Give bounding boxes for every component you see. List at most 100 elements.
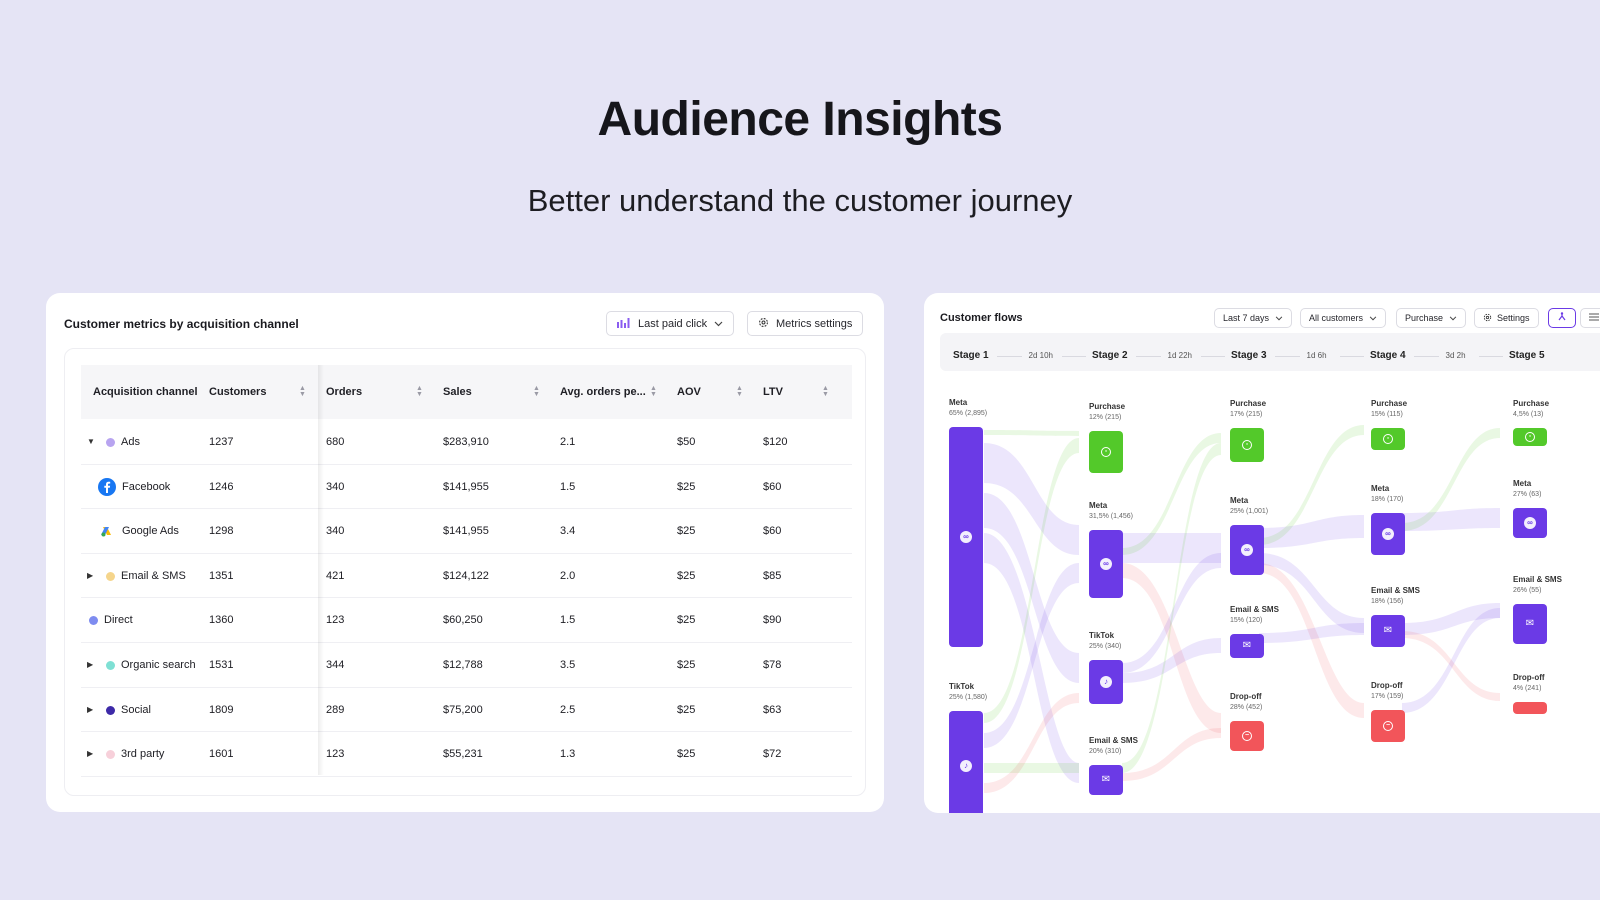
- table-row[interactable]: ▶ Organic search 1531 344 $12,788 3.5 $25 $78: [81, 643, 852, 688]
- metrics-settings-button[interactable]: Metrics settings: [747, 311, 864, 336]
- tiktok-icon: ♪: [960, 760, 972, 772]
- list-icon: [1589, 312, 1599, 324]
- flow-node-label: Meta: [1089, 501, 1108, 510]
- sort-icon[interactable]: ▲ ▼: [736, 385, 743, 398]
- column-header-aov[interactable]: AOV: [677, 386, 701, 398]
- shopping-bag-icon: ▫: [1101, 447, 1111, 457]
- table-row[interactable]: Google Ads 1298 340 $141,955 3.4 $25 $60: [81, 509, 852, 554]
- table-row[interactable]: ▼ Ads 1237 680 $283,910 2.1 $50 $120: [81, 420, 852, 465]
- chevron-down-icon: [1275, 313, 1283, 323]
- bar-chart-icon: [617, 317, 631, 331]
- sales-cell: $141,955: [443, 525, 489, 538]
- flow-node-share: 15% (120): [1230, 617, 1263, 624]
- flow-node-label: Drop-off: [1230, 692, 1262, 701]
- customer-metrics-card: Customer metrics by acquisition channel …: [46, 293, 884, 812]
- channel-name: 3rd party: [121, 748, 165, 761]
- flow-node-s4-dropoff[interactable]: −: [1371, 710, 1405, 742]
- channel-color-dot: [89, 616, 98, 626]
- flow-node-s1-meta[interactable]: ∞: [949, 427, 983, 647]
- stage-time-gap: 1d 6h: [1306, 351, 1327, 360]
- flow-node-s1-tiktok[interactable]: ♪: [949, 711, 983, 813]
- date-range-dropdown[interactable]: Last 7 days: [1214, 308, 1293, 328]
- flow-node-s2-purchase[interactable]: ▫: [1089, 431, 1123, 473]
- orders-cell: 421: [326, 569, 345, 582]
- table-row[interactable]: Facebook 1246 340 $141,955 1.5 $25 $60: [81, 465, 852, 510]
- google-ads-icon: [98, 522, 116, 540]
- caret-right-icon[interactable]: ▶: [87, 749, 94, 759]
- flow-node-share: 27% (63): [1513, 491, 1542, 498]
- flow-view-toggle[interactable]: [1548, 308, 1576, 328]
- caret-right-icon[interactable]: ▶: [87, 660, 94, 669]
- sales-cell: $55,231: [443, 748, 483, 761]
- table-row[interactable]: ▶ Social 1809 289 $75,200 2.5 $25 $63: [81, 688, 852, 733]
- flow-node-s5-dropoff[interactable]: [1513, 702, 1547, 714]
- flow-node-label: Email & SMS: [1089, 736, 1138, 745]
- flow-node-label: Meta: [1230, 496, 1249, 505]
- sticky-column-shadow: [318, 365, 324, 775]
- audience-dropdown[interactable]: All customers: [1300, 308, 1387, 328]
- column-header-ltv[interactable]: LTV: [763, 386, 783, 398]
- flow-node-s3-purchase[interactable]: ▫: [1230, 428, 1264, 462]
- flow-node-s3-email[interactable]: ✉: [1230, 634, 1264, 658]
- table-header: Acquisition channel Customers ▲ ▼ Orders …: [81, 365, 852, 419]
- column-header-sales[interactable]: Sales: [443, 386, 472, 398]
- caret-right-icon[interactable]: ▶: [87, 704, 94, 714]
- attribution-model-dropdown[interactable]: Last paid click: [606, 311, 735, 336]
- channel-name: Facebook: [122, 480, 171, 493]
- flow-node-s4-email[interactable]: ✉: [1371, 615, 1405, 647]
- meta-icon: ∞: [1241, 544, 1253, 556]
- flow-node-s2-email[interactable]: ✉: [1089, 765, 1123, 795]
- flow-node-s4-purchase[interactable]: ▫: [1371, 428, 1405, 450]
- customers-cell: 1809: [209, 703, 234, 716]
- flow-node-s5-email[interactable]: ✉: [1513, 604, 1547, 644]
- customers-cell: 1601: [209, 748, 234, 761]
- facebook-icon: [98, 477, 116, 496]
- flow-node-s2-tiktok[interactable]: ♪: [1089, 660, 1123, 704]
- chevron-down-icon: [1369, 313, 1377, 323]
- sort-icon[interactable]: ▲ ▼: [650, 385, 657, 398]
- flow-node-label: Drop-off: [1513, 673, 1545, 682]
- channel-color-dot: [106, 661, 115, 670]
- flow-node-s5-meta[interactable]: ∞: [1513, 508, 1547, 538]
- column-header-avg-orders[interactable]: Avg. orders pe...: [560, 386, 646, 398]
- sort-icon[interactable]: ▲ ▼: [299, 385, 306, 398]
- flow-node-share: 17% (215): [1230, 411, 1263, 418]
- flow-node-s2-meta[interactable]: ∞: [1089, 530, 1123, 598]
- caret-right-icon[interactable]: ▶: [87, 570, 94, 580]
- flow-node-s4-meta[interactable]: ∞: [1371, 513, 1405, 555]
- flow-node-s5-purchase[interactable]: ▫: [1513, 428, 1547, 446]
- aov-cell: $25: [677, 659, 696, 671]
- metrics-table-frame: [64, 348, 866, 796]
- aov-cell: $25: [677, 525, 696, 538]
- flow-node-share: 28% (452): [1230, 704, 1263, 711]
- chevron-down-icon: [1449, 313, 1457, 323]
- column-header-channel[interactable]: Acquisition channel: [93, 386, 198, 398]
- table-row[interactable]: ▶ 3rd party 1601 123 $55,231 1.3 $25 $72: [81, 732, 852, 777]
- flow-node-s3-dropoff[interactable]: −: [1230, 721, 1264, 751]
- flows-settings-button[interactable]: Settings: [1474, 308, 1539, 328]
- avg-orders-cell: 1.5: [560, 614, 576, 627]
- sort-icon[interactable]: ▲ ▼: [416, 385, 423, 398]
- customers-cell: 1531: [209, 659, 234, 671]
- stage-connector: [1275, 356, 1300, 357]
- audience-label: All customers: [1309, 313, 1364, 323]
- flow-node-share: 25% (1,580): [949, 694, 988, 701]
- flow-node-s3-meta[interactable]: ∞: [1230, 525, 1264, 575]
- ltv-cell: $78: [763, 659, 782, 671]
- flow-node-label: Meta: [949, 398, 968, 407]
- flow-node-share: 65% (2,895): [949, 410, 988, 417]
- stage-connector: [1136, 356, 1161, 357]
- list-view-toggle[interactable]: [1580, 308, 1600, 328]
- table-row[interactable]: Direct 1360 123 $60,250 1.5 $25 $90: [81, 598, 852, 643]
- sort-icon[interactable]: ▲ ▼: [822, 385, 829, 398]
- flow-node-label: TikTok: [949, 682, 975, 691]
- stop-icon: −: [1383, 721, 1393, 731]
- meta-icon: ∞: [960, 531, 972, 543]
- column-header-customers[interactable]: Customers: [209, 386, 267, 398]
- caret-down-icon[interactable]: ▼: [87, 437, 95, 446]
- event-dropdown[interactable]: Purchase: [1396, 308, 1467, 328]
- column-header-orders[interactable]: Orders: [326, 386, 363, 398]
- table-row[interactable]: ▶ Email & SMS 1351 421 $124,122 2.0 $25 $85: [81, 554, 852, 599]
- orders-cell: 344: [326, 659, 345, 671]
- sort-icon[interactable]: ▲ ▼: [533, 385, 540, 398]
